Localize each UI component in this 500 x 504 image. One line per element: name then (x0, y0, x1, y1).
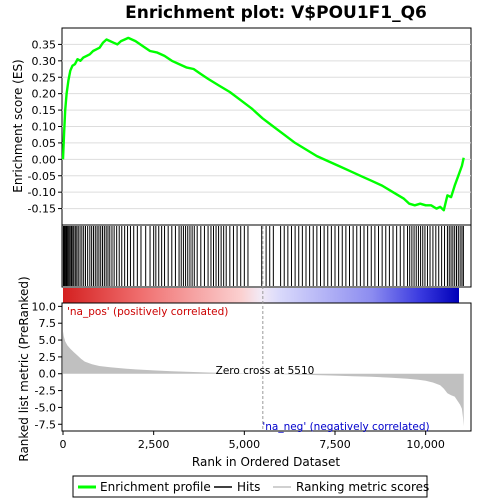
ranked-metric-y-tick-label: 10.0 (32, 300, 57, 313)
ranked-metric-x-tick-label: 5,000 (229, 438, 261, 451)
enrichment-y-tick-label: 0.30 (32, 55, 57, 68)
hits-marks (62, 226, 464, 286)
ranked-metric-y-tick-label: 2.5 (39, 351, 57, 364)
ranked-metric-y-tick-label: -2.5 (35, 385, 56, 398)
zero-cross-label: Zero cross at 5510 (216, 365, 315, 377)
rank-gradient-bar (63, 288, 459, 303)
legend: Enrichment profile Hits Ranking metric s… (72, 475, 429, 498)
enrichment-y-tick-label: 0.15 (32, 104, 57, 117)
ranked-metric-y-ticks: -7.5 -5.0 -2.5 0.0 2.5 5.0 7.5 10.0 (32, 300, 62, 431)
ranked-metric-x-tick-label: 0 (60, 438, 67, 451)
legend-frame (72, 475, 428, 498)
chart-title: Enrichment plot: V$POU1F1_Q6 (125, 3, 427, 23)
ranked-metric-y-tick-label: 7.5 (39, 317, 57, 330)
enrichment-y-ticks: -0.15 -0.10 -0.05 0.00 0.05 0.10 0.15 0.20 0.25 0… (28, 38, 62, 216)
enrichment-profile-line (61, 36, 465, 212)
enrichment-y-tick-label: 0.20 (32, 88, 57, 101)
enrichment-y-tick-label: -0.15 (28, 203, 56, 216)
ranked-metric-panel-frame (61, 302, 472, 432)
ranked-metric-y-tick-label: -7.5 (35, 418, 56, 431)
hits-panel (61, 224, 472, 288)
enrichment-y-tick-label: -0.10 (28, 186, 56, 199)
enrichment-y-tick-label: -0.05 (28, 170, 56, 183)
ranked-metric-x-ticks: 0 2,500 5,000 7,500 10,000 (60, 431, 445, 451)
enrichment-panel: -0.15 -0.10 -0.05 0.00 0.05 0.10 0.15 0.20 0.25 0… (11, 27, 472, 226)
ranked-metric-y-tick-label: 0.0 (39, 368, 57, 381)
ranked-metric-panel: -7.5 -5.0 -2.5 0.0 2.5 5.0 7.5 10.0 0 2,500 5,000… (17, 226, 472, 469)
enrichment-y-axis-label: Enrichment score (ES) (11, 59, 25, 192)
legend-hits-label: Hits (237, 480, 260, 494)
positively-correlated-label: 'na_pos' (positively correlated) (67, 306, 228, 318)
enrichment-y-tick-label: 0.25 (32, 71, 57, 84)
ranked-metric-y-tick-label: 5.0 (39, 334, 57, 347)
rank-color-bar (63, 288, 459, 303)
ranked-metric-x-tick-label: 2,500 (138, 438, 170, 451)
ranked-metric-x-axis-label: Rank in Ordered Dataset (192, 455, 340, 469)
ranked-metric-x-tick-label: 10,000 (406, 438, 445, 451)
enrichment-y-tick-label: 0.35 (32, 38, 57, 51)
ranked-metric-y-axis-label: Ranked list metric (PreRanked) (17, 276, 31, 461)
ranked-metric-x-tick-label: 7,500 (319, 438, 351, 451)
enrichment-grid (62, 43, 471, 210)
enrichment-y-tick-label: 0.05 (32, 137, 57, 150)
enrichment-profile-series (61, 36, 465, 212)
enrichment-y-tick-label: 0.00 (32, 153, 57, 166)
legend-ranking-metric-label: Ranking metric scores (296, 480, 429, 494)
negatively-correlated-label: 'na_neg' (negatively correlated) (262, 421, 429, 433)
legend-enrichment-profile-label: Enrichment profile (100, 480, 211, 494)
enrichment-y-tick-label: 0.10 (32, 121, 57, 134)
ranked-metric-y-tick-label: -5.0 (35, 401, 56, 414)
